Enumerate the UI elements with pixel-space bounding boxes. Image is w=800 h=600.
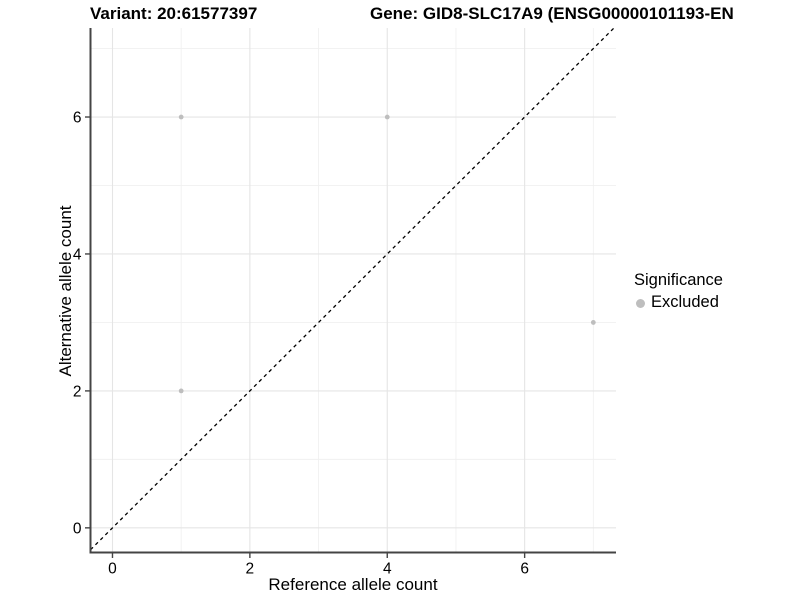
identity-reference-line [90, 27, 615, 551]
y-tick-label: 0 [73, 520, 82, 537]
y-tick-label: 4 [73, 246, 82, 263]
x-axis-title: Reference allele count [268, 575, 438, 594]
legend-item-label: Excluded [651, 293, 719, 311]
plot-title-variant: Variant: 20:61577397 [90, 4, 258, 23]
legend-item-excluded: Excluded [634, 293, 723, 312]
data-point [590, 320, 596, 325]
x-tick-label: 2 [246, 561, 255, 578]
data-point [178, 114, 184, 120]
legend-key-dot [636, 298, 645, 308]
y-axis-title: Alternative allele count [56, 205, 75, 377]
x-tick-label: 0 [108, 561, 117, 578]
legend: Significance Excluded [634, 271, 723, 312]
x-tick-label: 6 [520, 561, 529, 578]
y-tick-label: 6 [73, 110, 82, 127]
legend-title: Significance [634, 271, 723, 289]
plot-title-gene: Gene: GID8-SLC17A9 (ENSG00000101193-EN [370, 4, 734, 23]
data-point [384, 114, 390, 120]
y-tick-label: 2 [73, 383, 82, 400]
x-tick-label: 4 [383, 561, 392, 578]
data-point [178, 388, 184, 394]
